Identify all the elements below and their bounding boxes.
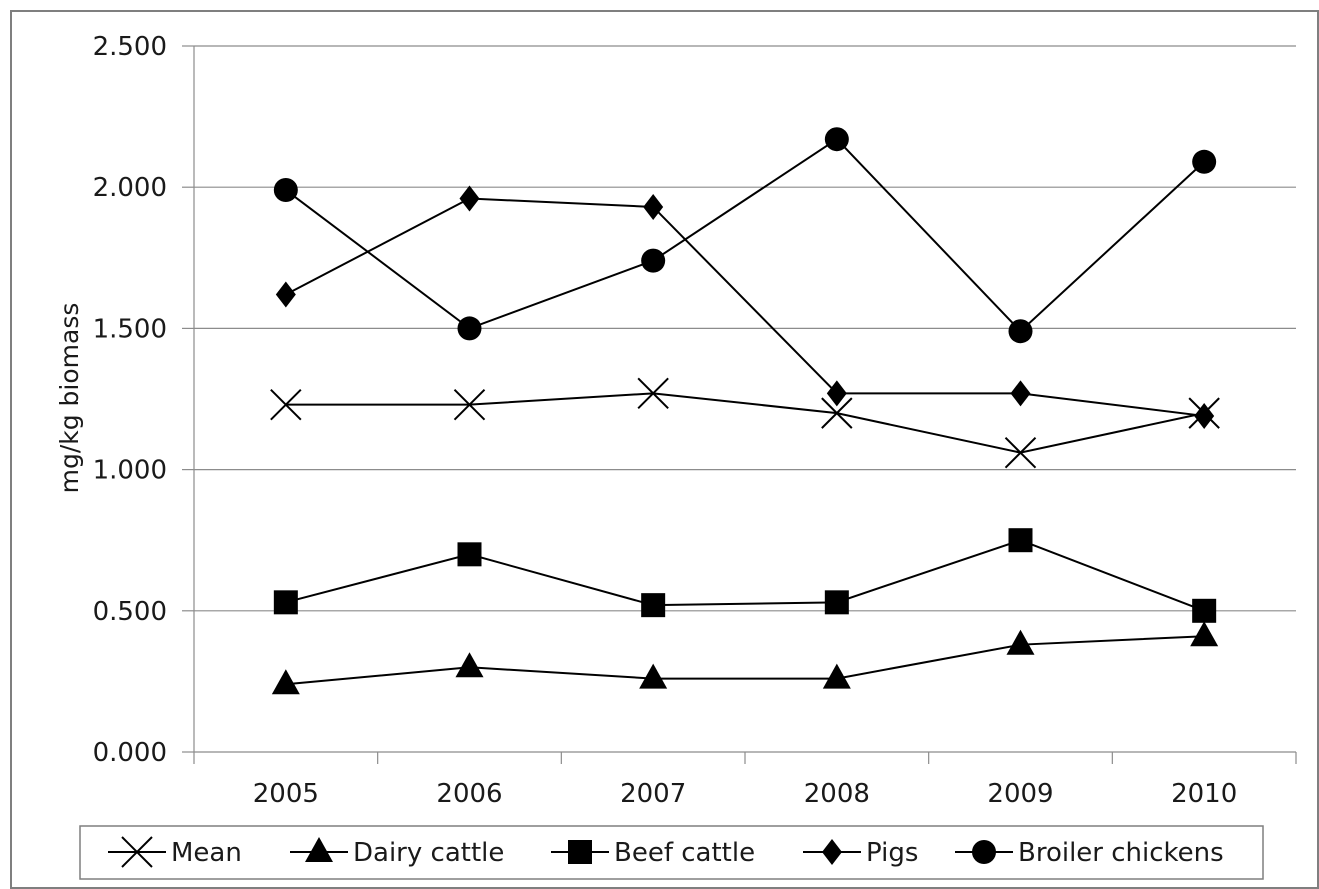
legend: Mean Dairy cattle Beef cattle Pigs Broiler c… [80, 826, 1263, 879]
x-tick-label: 2010 [1171, 779, 1237, 809]
data-point-broiler-chickens [641, 249, 665, 273]
x-tick-label: 2008 [804, 779, 870, 809]
data-point-broiler-chickens [1009, 319, 1033, 343]
x-tick-label: 2005 [253, 779, 319, 809]
y-tick-label: 2.000 [93, 173, 167, 203]
data-point-beef-cattle [1192, 599, 1216, 623]
y-tick-label: 1.000 [93, 456, 167, 486]
legend-label: Dairy cattle [353, 838, 504, 868]
legend-label: Pigs [866, 838, 918, 868]
x-tick-label: 2007 [620, 779, 686, 809]
chart-border [11, 11, 1318, 888]
legend-item-beef-cattle: Beef cattle [551, 838, 755, 868]
x-tick-label: 2009 [987, 779, 1053, 809]
legend-marker [972, 840, 996, 864]
y-axis-title: mg/kg biomass [55, 303, 84, 494]
data-point-beef-cattle [641, 593, 665, 617]
legend-label: Mean [171, 838, 242, 868]
data-point-broiler-chickens [458, 316, 482, 340]
data-point-beef-cattle [274, 590, 298, 614]
data-point-beef-cattle [825, 590, 849, 614]
data-point-broiler-chickens [1192, 150, 1216, 174]
legend-label: Beef cattle [614, 838, 755, 868]
legend-marker [568, 840, 592, 864]
y-tick-label: 2.500 [93, 32, 167, 62]
data-point-beef-cattle [1009, 528, 1033, 552]
y-tick-label: 0.000 [93, 738, 167, 768]
y-tick-label: 1.500 [93, 314, 167, 344]
legend-label: Broiler chickens [1018, 838, 1224, 868]
y-tick-label: 0.500 [93, 597, 167, 627]
data-point-broiler-chickens [274, 178, 298, 202]
x-tick-label: 2006 [436, 779, 502, 809]
data-point-broiler-chickens [825, 127, 849, 151]
data-point-beef-cattle [458, 542, 482, 566]
